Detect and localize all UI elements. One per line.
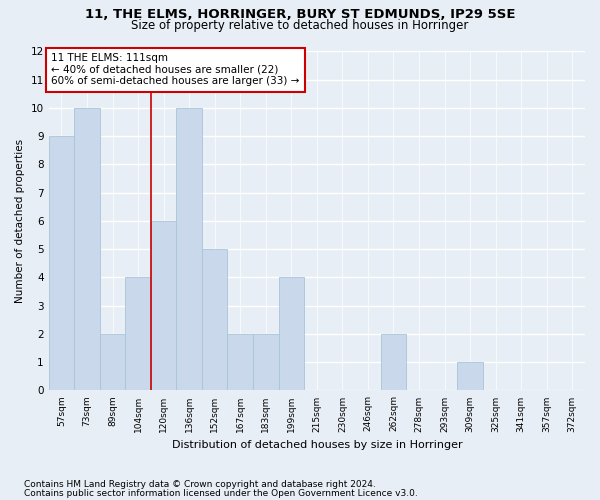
- Text: Contains public sector information licensed under the Open Government Licence v3: Contains public sector information licen…: [24, 488, 418, 498]
- Bar: [74, 108, 100, 391]
- Bar: [202, 249, 227, 390]
- Text: Contains HM Land Registry data © Crown copyright and database right 2024.: Contains HM Land Registry data © Crown c…: [24, 480, 376, 489]
- Y-axis label: Number of detached properties: Number of detached properties: [15, 139, 25, 303]
- Bar: [380, 334, 406, 390]
- Text: 11, THE ELMS, HORRINGER, BURY ST EDMUNDS, IP29 5SE: 11, THE ELMS, HORRINGER, BURY ST EDMUNDS…: [85, 8, 515, 20]
- Text: 11 THE ELMS: 111sqm
← 40% of detached houses are smaller (22)
60% of semi-detach: 11 THE ELMS: 111sqm ← 40% of detached ho…: [52, 53, 300, 86]
- Bar: [227, 334, 253, 390]
- Bar: [125, 278, 151, 390]
- Bar: [278, 278, 304, 390]
- Bar: [457, 362, 483, 390]
- Bar: [49, 136, 74, 390]
- Bar: [253, 334, 278, 390]
- Text: Size of property relative to detached houses in Horringer: Size of property relative to detached ho…: [131, 18, 469, 32]
- Bar: [100, 334, 125, 390]
- Bar: [151, 221, 176, 390]
- X-axis label: Distribution of detached houses by size in Horringer: Distribution of detached houses by size …: [172, 440, 462, 450]
- Bar: [176, 108, 202, 391]
